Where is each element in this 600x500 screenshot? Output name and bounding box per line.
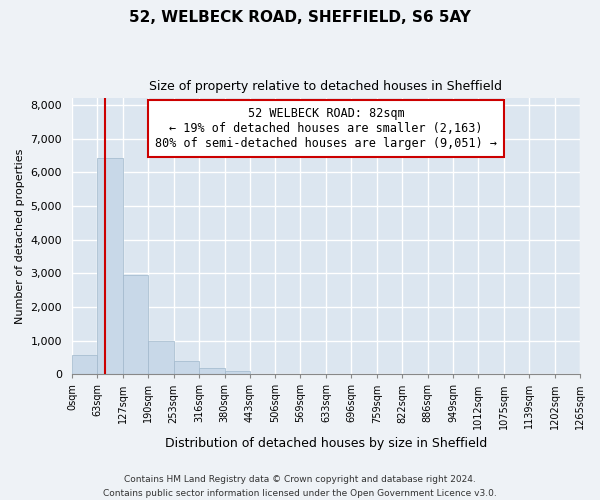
Title: Size of property relative to detached houses in Sheffield: Size of property relative to detached ho… [149, 80, 502, 93]
Text: 52 WELBECK ROAD: 82sqm
← 19% of detached houses are smaller (2,163)
80% of semi-: 52 WELBECK ROAD: 82sqm ← 19% of detached… [155, 106, 497, 150]
Y-axis label: Number of detached properties: Number of detached properties [15, 148, 25, 324]
Bar [97, 158, 123, 374]
Text: Contains HM Land Registry data © Crown copyright and database right 2024.
Contai: Contains HM Land Registry data © Crown c… [103, 476, 497, 498]
Text: 52, WELBECK ROAD, SHEFFIELD, S6 5AY: 52, WELBECK ROAD, SHEFFIELD, S6 5AY [129, 10, 471, 25]
Bar [224, 371, 250, 374]
X-axis label: Distribution of detached houses by size in Sheffield: Distribution of detached houses by size … [165, 437, 487, 450]
Bar [123, 276, 148, 374]
Bar [199, 368, 224, 374]
Bar [72, 356, 97, 374]
Bar [148, 341, 173, 374]
Bar [173, 362, 199, 374]
